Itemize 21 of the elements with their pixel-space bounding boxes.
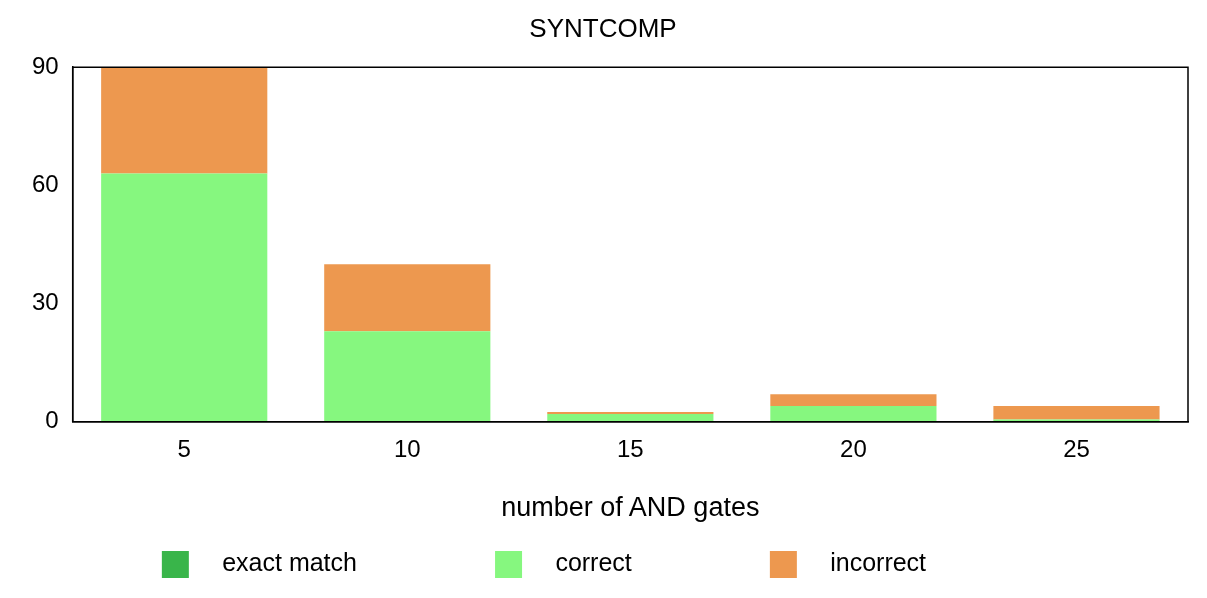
x-tick-label: 20: [840, 434, 867, 462]
x-tick-label: 10: [393, 434, 421, 462]
y-tick-label: 0: [45, 406, 59, 434]
x-tick-label: 15: [617, 434, 644, 462]
bar: [324, 331, 491, 422]
chart-title: SYNTCOMP: [529, 12, 677, 43]
y-tick-label: 60: [31, 170, 59, 198]
y-tick-label: 30: [31, 288, 59, 316]
bar: [101, 173, 268, 422]
bar: [101, 67, 268, 174]
legend-label: incorrect: [809, 548, 1045, 577]
bar: [770, 394, 937, 407]
bar: [993, 406, 1160, 420]
legend-label: exact match: [201, 548, 476, 577]
legend-label: correct: [534, 548, 750, 577]
x-tick-label: 5: [177, 434, 191, 462]
bar: [324, 264, 491, 332]
y-tick-label: 90: [31, 51, 59, 79]
bar: [770, 406, 937, 422]
x-tick-label: 25: [1063, 434, 1090, 462]
x-axis-title: number of AND gates: [501, 492, 760, 523]
